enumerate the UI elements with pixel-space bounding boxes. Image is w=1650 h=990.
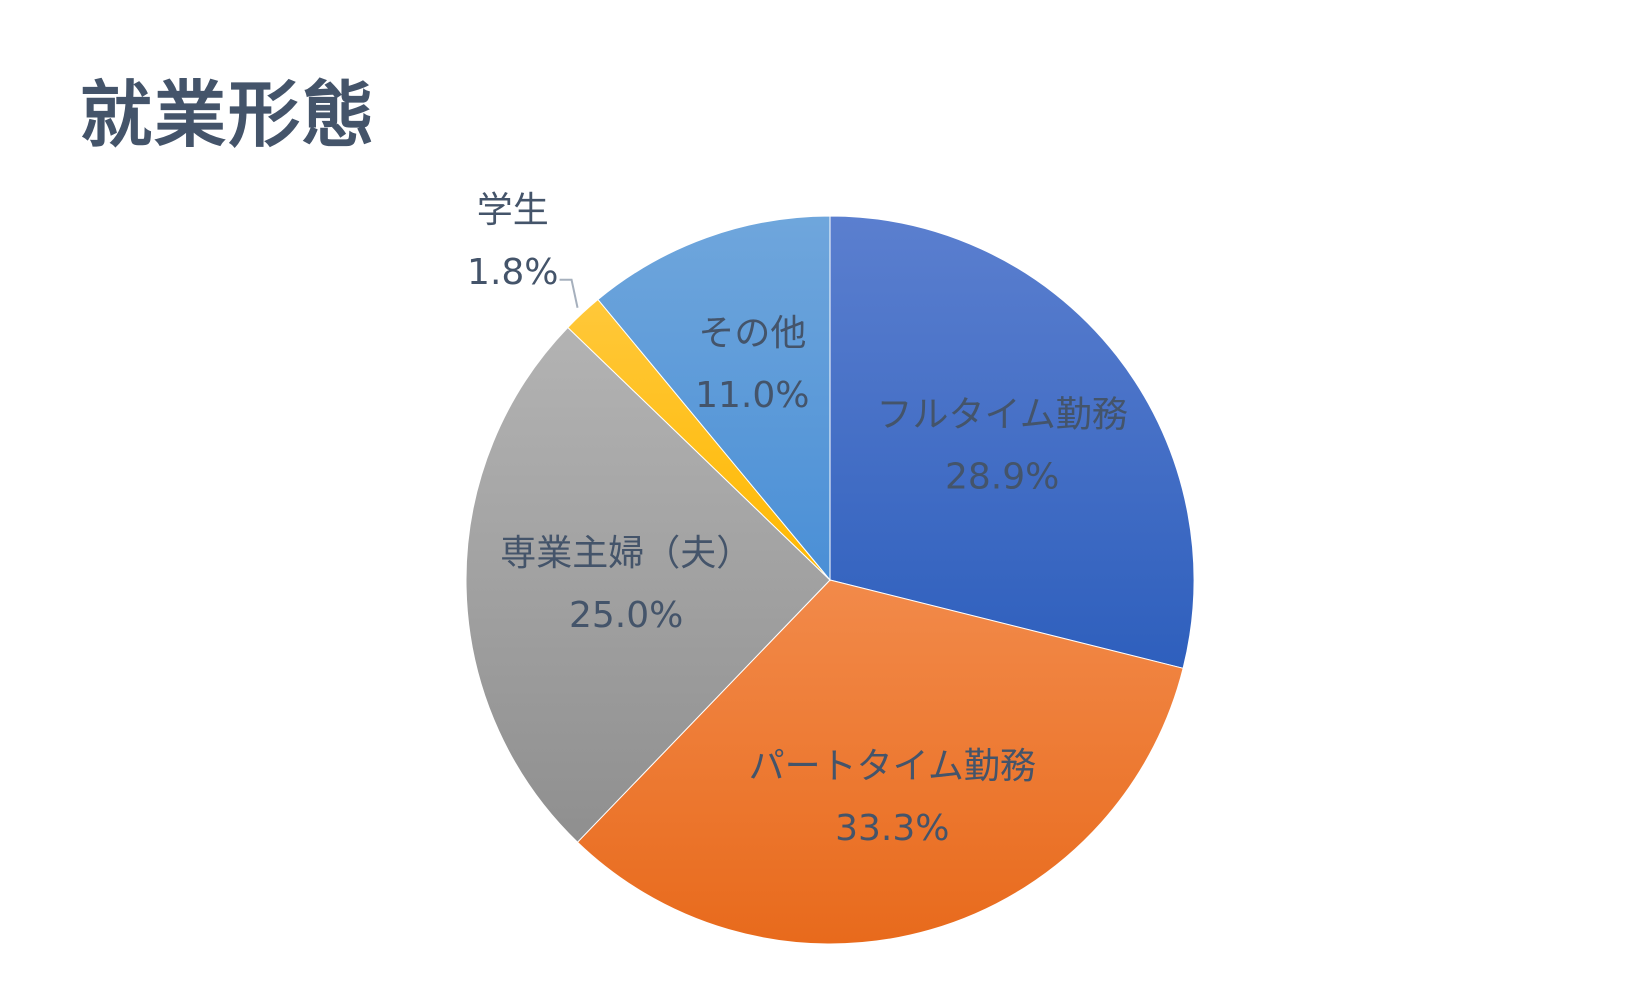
slice-category-label-2: 専業主婦（夫） [500,533,752,574]
slice-category-label-4: その他 [698,313,806,354]
slice-value-label-0: 28.9% [945,457,1059,498]
leader-lines [559,278,579,308]
pie-slices [465,215,1195,945]
leader-line-3 [559,278,579,308]
slice-value-label-4: 11.0% [695,375,809,416]
slice-category-label-3: 学生 [477,190,549,231]
slice-value-label-3: 1.8% [467,252,558,293]
pie-slice-4 [597,215,831,582]
pie-slice-1 [576,579,1184,945]
slice-category-label-0: フルタイム勤務 [877,395,1128,436]
slice-value-label-1: 33.3% [835,808,949,849]
pie-slice-0 [829,215,1195,669]
slice-value-label-2: 25.0% [569,595,683,636]
slice-category-label-1: パートタイム勤務 [749,746,1036,787]
page-title: 就業形態 [80,73,377,157]
pie-labels: フルタイム勤務 28.9% パートタイム勤務 33.3% 専業主婦（夫） 25.0% 学生 1… [467,190,1128,849]
pie-slice-2 [465,326,831,843]
